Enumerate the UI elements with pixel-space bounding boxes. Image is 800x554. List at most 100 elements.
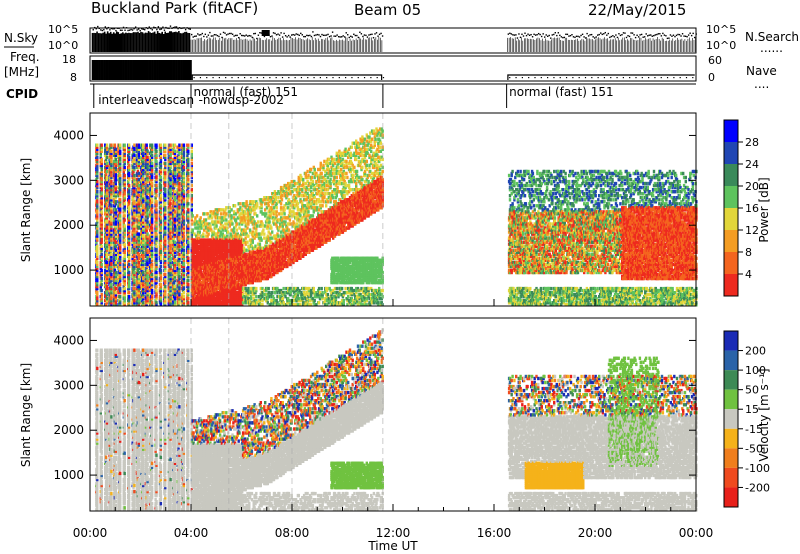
power-cell xyxy=(187,158,189,161)
cpid-text: interleavedscan xyxy=(98,93,194,107)
nsearch-point xyxy=(374,33,375,34)
nsearch-point xyxy=(670,34,671,35)
nsearch-point xyxy=(579,36,580,37)
nave-point xyxy=(623,77,624,78)
nsearch-point xyxy=(252,37,253,38)
nsearch-point xyxy=(520,37,521,38)
nave-point xyxy=(370,77,371,78)
nave-point xyxy=(635,77,636,78)
power-cell xyxy=(174,202,176,205)
nsearch-point xyxy=(546,34,547,35)
nsearch-point xyxy=(652,36,653,37)
nave-point xyxy=(257,77,258,78)
nsearch-point xyxy=(564,37,565,38)
nsearch-point xyxy=(365,35,366,36)
power-cell xyxy=(160,234,162,237)
nsearch-point xyxy=(532,36,533,37)
power-cell xyxy=(192,228,194,231)
nave-point xyxy=(686,77,687,78)
power-cell xyxy=(101,210,103,213)
power-cell xyxy=(187,172,189,175)
power-cell xyxy=(178,152,180,155)
power-cell xyxy=(164,144,166,147)
power-cell xyxy=(106,297,108,300)
nave-point xyxy=(295,77,296,78)
nsearch-point xyxy=(583,36,584,37)
power-cell xyxy=(119,174,121,177)
nsearch-point xyxy=(544,36,545,37)
power-cell xyxy=(151,198,153,201)
power-cell xyxy=(96,261,98,264)
power-cell xyxy=(124,218,126,221)
nsearch-point xyxy=(136,29,137,30)
nsky-strip: 10^5 10^0 10^5 10^0 xyxy=(48,23,736,53)
nsearch-point xyxy=(614,36,615,37)
power-cell xyxy=(114,144,116,147)
nsearch-point xyxy=(302,34,303,35)
nsearch-point xyxy=(333,35,334,36)
power-cell xyxy=(115,245,117,248)
nsearch-point xyxy=(568,35,569,36)
nsearch-point xyxy=(661,35,662,36)
freq-trace xyxy=(192,75,381,80)
nsearch-point xyxy=(636,35,637,36)
nsearch-point xyxy=(202,33,203,34)
power-cell xyxy=(164,206,166,209)
power-cell xyxy=(115,291,117,294)
nsearch-point xyxy=(226,34,227,35)
nave-point xyxy=(364,77,365,78)
nsearch-point xyxy=(279,34,280,35)
nave-point xyxy=(692,77,693,78)
power-cell xyxy=(160,245,162,248)
nave-point xyxy=(629,77,630,78)
nsearch-point xyxy=(521,34,522,35)
nsearch-point xyxy=(588,35,589,36)
power-cell xyxy=(146,150,148,153)
nave-point xyxy=(345,77,346,78)
nave-tick-bottom: 0 xyxy=(708,71,715,84)
power-cell xyxy=(160,184,162,187)
power-cell xyxy=(106,176,108,179)
power-cell xyxy=(183,166,185,169)
nsearch-point xyxy=(555,32,556,33)
power-cell xyxy=(174,196,176,199)
nsearch-point xyxy=(547,36,548,37)
power-cell xyxy=(142,271,144,274)
power-cell xyxy=(101,269,103,272)
freq-strip-content xyxy=(93,60,695,80)
nsearch-point xyxy=(644,36,645,37)
power-cell xyxy=(164,162,166,165)
nsearch-point xyxy=(217,35,218,36)
nsearch-point xyxy=(162,26,163,27)
nsearch-point xyxy=(353,34,354,35)
nsearch-point xyxy=(336,34,337,35)
nsearch-point xyxy=(591,34,592,35)
nsearch-point xyxy=(93,29,94,30)
nsearch-point xyxy=(141,28,142,29)
nsearch-point xyxy=(586,33,587,34)
nsearch-point xyxy=(111,28,112,29)
nsearch-point xyxy=(179,27,180,28)
nsearch-point xyxy=(639,34,640,35)
nsearch-point xyxy=(227,33,228,34)
power-cell xyxy=(101,289,103,292)
nave-point xyxy=(320,77,321,78)
nsearch-point xyxy=(541,36,542,37)
power-cell xyxy=(155,232,157,235)
nsearch-point xyxy=(277,33,278,34)
nsearch-point xyxy=(606,34,607,35)
nsearch-point xyxy=(368,34,369,35)
nsearch-point xyxy=(327,34,328,35)
power-cell xyxy=(119,287,121,290)
nave-point xyxy=(282,77,283,78)
nsearch-point xyxy=(109,29,110,30)
nave-point xyxy=(553,77,554,78)
power-cell xyxy=(187,301,189,304)
nsearch-point xyxy=(624,32,625,33)
nsearch-point xyxy=(176,26,177,27)
nsearch-point xyxy=(350,36,351,37)
nsearch-point xyxy=(356,35,357,36)
nsearch-point xyxy=(117,28,118,29)
nsearch-point xyxy=(344,36,345,37)
